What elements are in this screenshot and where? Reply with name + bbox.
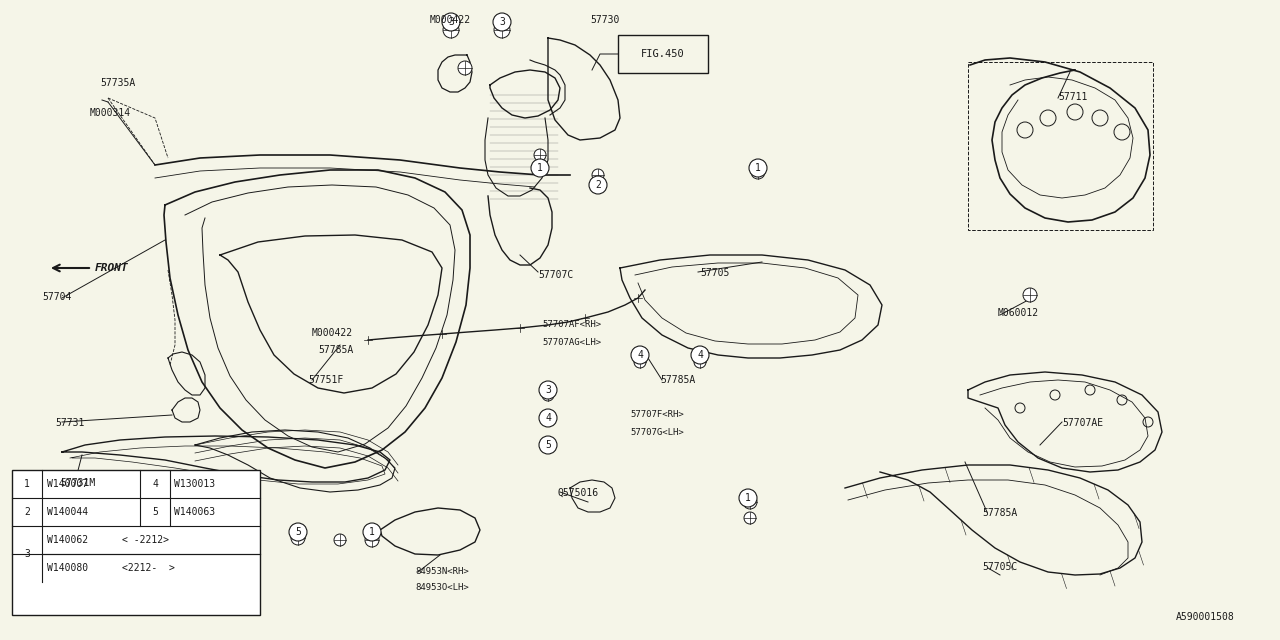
Text: 57707C: 57707C (538, 270, 573, 280)
Circle shape (749, 159, 767, 177)
Text: M060012: M060012 (998, 308, 1039, 318)
Circle shape (458, 61, 472, 75)
Text: 5: 5 (152, 507, 157, 517)
Text: 4: 4 (545, 413, 550, 423)
Text: 57785A: 57785A (317, 345, 353, 355)
Text: 57751F: 57751F (308, 375, 343, 385)
Circle shape (365, 533, 379, 547)
Circle shape (589, 176, 607, 194)
Text: W140080: W140080 (47, 563, 88, 573)
FancyBboxPatch shape (12, 470, 260, 615)
Circle shape (18, 545, 36, 563)
Text: W130013: W130013 (174, 479, 215, 489)
Text: 2: 2 (595, 180, 600, 190)
Text: 1: 1 (369, 527, 375, 537)
Circle shape (531, 159, 549, 177)
Circle shape (541, 389, 554, 401)
Text: W140044: W140044 (47, 507, 88, 517)
Circle shape (541, 439, 554, 451)
Circle shape (493, 13, 511, 31)
Text: 57705: 57705 (700, 268, 730, 278)
Circle shape (742, 495, 756, 509)
Circle shape (334, 534, 346, 546)
Text: 57707F<RH>: 57707F<RH> (630, 410, 684, 419)
Circle shape (442, 13, 460, 31)
Text: 57735A: 57735A (100, 78, 136, 88)
Text: 3: 3 (448, 17, 454, 27)
Circle shape (18, 475, 36, 493)
Text: 57785A: 57785A (982, 508, 1018, 518)
Text: 57707AG<LH>: 57707AG<LH> (541, 338, 602, 347)
Text: 2: 2 (24, 507, 29, 517)
Circle shape (494, 22, 509, 38)
Text: 1: 1 (745, 493, 751, 503)
Text: M000422: M000422 (312, 328, 353, 338)
Text: FRONT: FRONT (95, 263, 129, 273)
Text: M000422: M000422 (430, 15, 471, 25)
Circle shape (364, 523, 381, 541)
Text: 57731M: 57731M (60, 478, 95, 488)
Text: 3: 3 (499, 17, 504, 27)
Circle shape (146, 475, 164, 493)
Text: 57707AE: 57707AE (1062, 418, 1103, 428)
Circle shape (541, 414, 554, 426)
Text: W140063: W140063 (174, 507, 215, 517)
Text: Q575016: Q575016 (558, 488, 599, 498)
Text: 3: 3 (545, 385, 550, 395)
Text: 84953N<RH>: 84953N<RH> (415, 567, 468, 576)
Circle shape (631, 346, 649, 364)
Text: 1: 1 (538, 163, 543, 173)
Text: <2212-  >: <2212- > (122, 563, 175, 573)
Text: < -2212>: < -2212> (122, 535, 169, 545)
Text: 57711: 57711 (1059, 92, 1088, 102)
Circle shape (539, 436, 557, 454)
Circle shape (591, 169, 604, 181)
Circle shape (539, 381, 557, 399)
Text: 57730: 57730 (590, 15, 620, 25)
Text: 4: 4 (698, 350, 703, 360)
Text: A590001508: A590001508 (1176, 612, 1235, 622)
Text: W140007: W140007 (47, 479, 88, 489)
Circle shape (291, 531, 305, 545)
Circle shape (691, 346, 709, 364)
Circle shape (289, 523, 307, 541)
Text: FIG.450: FIG.450 (641, 49, 685, 59)
Circle shape (443, 22, 460, 38)
Text: 84953O<LH>: 84953O<LH> (415, 583, 468, 592)
Text: 1: 1 (755, 163, 760, 173)
Text: 57704: 57704 (42, 292, 72, 302)
Text: 57785A: 57785A (660, 375, 695, 385)
Circle shape (18, 503, 36, 521)
Text: M000314: M000314 (90, 108, 131, 118)
Text: 57731: 57731 (55, 418, 84, 428)
Circle shape (1023, 288, 1037, 302)
Text: 5: 5 (296, 527, 301, 537)
Circle shape (751, 165, 765, 179)
Text: 4: 4 (637, 350, 643, 360)
Circle shape (634, 356, 646, 368)
Circle shape (694, 356, 707, 368)
Circle shape (539, 409, 557, 427)
Text: 4: 4 (152, 479, 157, 489)
Text: 57707G<LH>: 57707G<LH> (630, 428, 684, 437)
Text: 1: 1 (24, 479, 29, 489)
Text: 57705C: 57705C (982, 562, 1018, 572)
Text: 57707AF<RH>: 57707AF<RH> (541, 320, 602, 329)
Text: W140062: W140062 (47, 535, 88, 545)
Circle shape (744, 512, 756, 524)
Circle shape (739, 489, 756, 507)
Text: 5: 5 (545, 440, 550, 450)
Circle shape (534, 149, 547, 161)
Circle shape (146, 503, 164, 521)
Text: 3: 3 (24, 549, 29, 559)
